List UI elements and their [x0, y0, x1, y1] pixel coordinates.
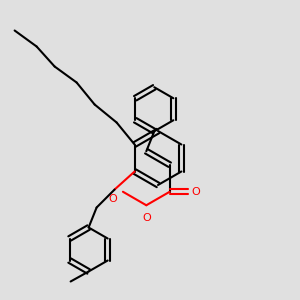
Text: O: O: [142, 213, 151, 223]
Text: O: O: [108, 194, 117, 205]
Text: O: O: [192, 187, 200, 197]
